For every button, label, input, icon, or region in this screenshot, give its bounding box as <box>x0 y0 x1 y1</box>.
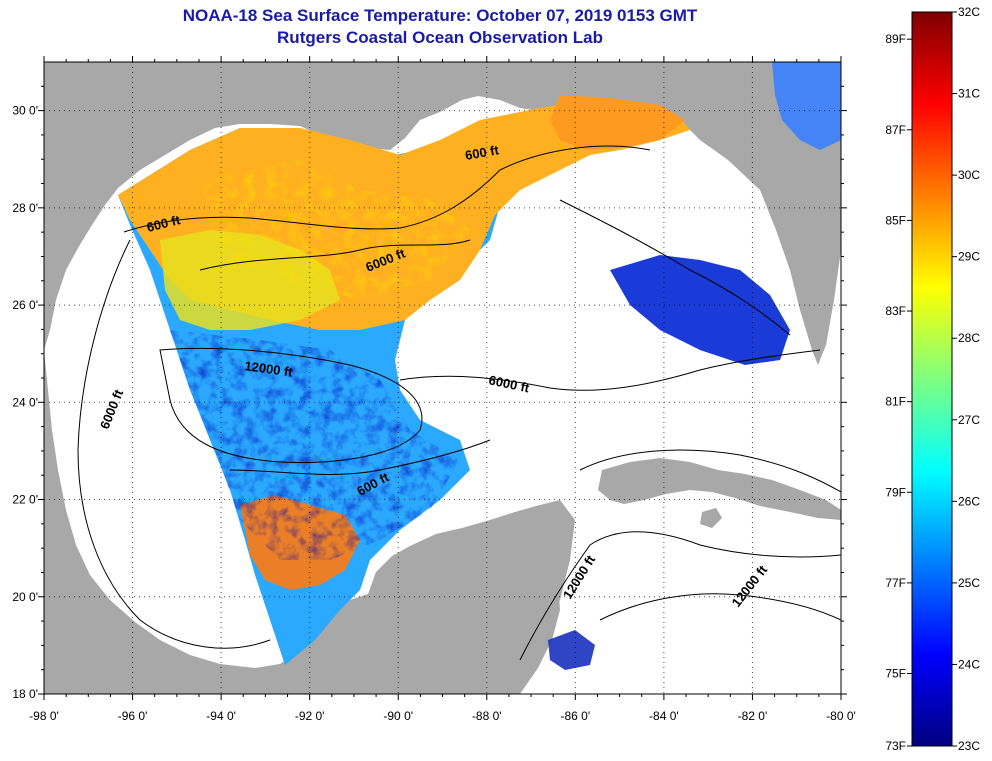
contour-6000ft-north <box>199 239 471 271</box>
y-tick-label: 18 0' <box>12 687 38 701</box>
contour-6000ft-west <box>77 239 271 649</box>
colorbar-celsius-label: 24C <box>958 657 980 671</box>
colorbar: 32C 31C 30C 29C 28C 27C 26C 25C 24C 23C 89F 87F 85F… <box>885 5 980 753</box>
y-tick-label: 30 0' <box>12 104 38 118</box>
contour-caribbean-2 <box>599 593 841 621</box>
sst-speckle-overlay <box>170 160 470 560</box>
contour-600ft-south <box>229 439 491 475</box>
land-us-gulf-coast <box>44 62 841 365</box>
colorbar-celsius-label: 27C <box>958 413 980 427</box>
swath-region-northeast-warm <box>550 95 685 150</box>
colorbar-fahrenheit-label: 73F <box>885 739 906 753</box>
land-isle-of-youth <box>700 508 722 528</box>
y-tick-label: 20 0' <box>12 590 38 604</box>
map-area: 600 ft 600 ft 6000 ft 6000 ft 12000 ft 6… <box>44 62 841 694</box>
x-axis: -98 0' -96 0' -94 0' -92 0' -90 0' -88 0' -86 … <box>29 56 856 723</box>
colorbar-fahrenheit-label: 85F <box>885 213 906 227</box>
colorbar-celsius-labels: 32C 31C 30C 29C 28C 27C 26C 25C 24C 23C <box>952 5 980 753</box>
colorbar-fahrenheit-label: 75F <box>885 667 906 681</box>
contour-12000ft-gulf <box>159 347 423 463</box>
x-tick-label: -94 0' <box>206 709 236 723</box>
x-tick-label: -88 0' <box>472 709 502 723</box>
colorbar-fahrenheit-label: 87F <box>885 123 906 137</box>
contour-label-5: 12000 ft <box>244 358 295 380</box>
colorbar-fahrenheit-label: 79F <box>885 485 906 499</box>
colorbar-fahrenheit-label: 77F <box>885 576 906 590</box>
colorbar-celsius-label: 23C <box>958 739 980 753</box>
colorbar-celsius-label: 31C <box>958 87 980 101</box>
land-masses <box>44 62 841 694</box>
contour-12000ft-caribbean <box>519 531 841 661</box>
map-subtitle: Rutgers Coastal Ocean Observation Lab <box>277 28 603 47</box>
bathymetry-contours <box>77 145 841 661</box>
colorbar-celsius-label: 29C <box>958 250 980 264</box>
colorbar-fahrenheit-label: 89F <box>885 32 906 46</box>
contour-label-2: 600 ft <box>464 142 501 163</box>
x-tick-label: -82 0' <box>738 709 768 723</box>
land-cuba <box>598 458 841 520</box>
x-tick-label: -84 0' <box>649 709 679 723</box>
colorbar-bar <box>911 11 953 747</box>
colorbar-fahrenheit-label: 81F <box>885 395 906 409</box>
colorbar-celsius-label: 26C <box>958 494 980 508</box>
land-yucatan-east <box>536 500 575 620</box>
colorbar-fahrenheit-labels: 89F 87F 85F 83F 81F 79F 77F 75F 73F <box>885 32 912 753</box>
y-tick-label: 24 0' <box>12 395 38 409</box>
contour-florida-shelf <box>559 199 791 336</box>
contour-6000ft-east <box>399 349 821 391</box>
x-tick-label: -80 0' <box>826 709 856 723</box>
y-tick-label: 28 0' <box>12 201 38 215</box>
swath-region-yucatan-channel <box>548 630 595 670</box>
x-tick-label: -92 0' <box>295 709 325 723</box>
y-tick-label: 26 0' <box>12 298 38 312</box>
colorbar-fahrenheit-label: 83F <box>885 304 906 318</box>
land-mexico <box>44 350 560 694</box>
map-title: NOAA-18 Sea Surface Temperature: October… <box>182 6 698 25</box>
colorbar-celsius-label: 32C <box>958 5 980 19</box>
colorbar-celsius-label: 30C <box>958 168 980 182</box>
colorbar-celsius-label: 25C <box>958 576 980 590</box>
contour-cuba-shelf <box>579 449 841 493</box>
swath-region-florida-east <box>772 62 841 150</box>
colorbar-celsius-label: 28C <box>958 331 980 345</box>
x-tick-label: -96 0' <box>118 709 148 723</box>
y-tick-label: 22 0' <box>12 493 38 507</box>
latlon-grid <box>44 62 841 694</box>
x-tick-label: -86 0' <box>561 709 591 723</box>
y-axis: 18 0' 20 0' 22 0' 24 0' 26 0' 28 0' 30 0' <box>12 85 847 701</box>
x-tick-label: -90 0' <box>383 709 413 723</box>
swath-region-east-blue-cluster <box>610 255 790 365</box>
x-tick-label: -98 0' <box>29 709 59 723</box>
contour-600ft <box>123 145 651 233</box>
